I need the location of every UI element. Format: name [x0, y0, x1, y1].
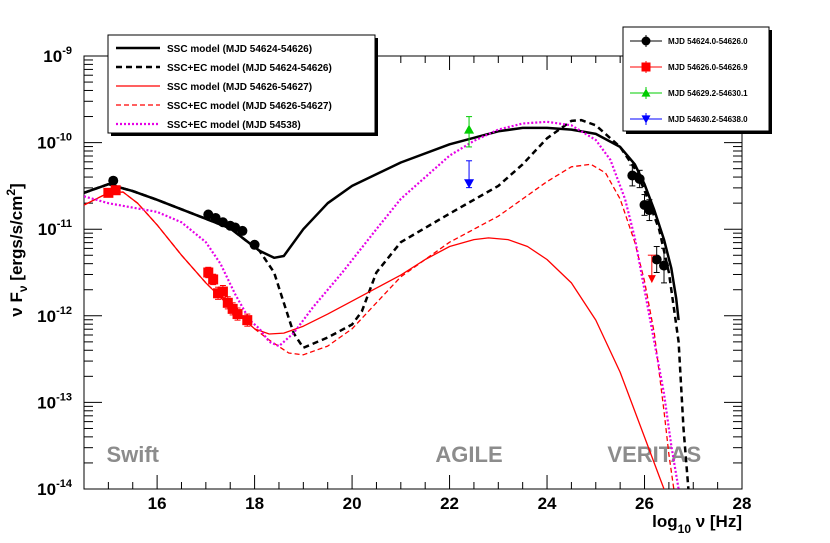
y-tick-label: 10-11: [38, 218, 72, 239]
upper-limit-arrow: [647, 275, 656, 284]
legend-models: SSC model (MJD 54624-54626) SSC+EC model …: [107, 34, 378, 136]
data-point: [641, 36, 651, 46]
legend-data-label: MJD 54624.0-54626.0: [668, 37, 748, 46]
x-tick-label: 18: [245, 494, 264, 513]
data-point: [634, 173, 645, 184]
x-axis-title-suffix: ν [Hz]: [691, 512, 742, 531]
instrument-label: AGILE: [435, 442, 502, 467]
y-axis-title-sub: ν: [16, 285, 30, 292]
y-tick-power: -14: [56, 478, 73, 490]
data-point: [103, 187, 114, 198]
y-tick-base: 10: [37, 480, 56, 499]
model-curve: [84, 120, 680, 489]
data-point: [227, 303, 238, 314]
x-tick-label: 24: [538, 494, 557, 513]
legend-model-label: SSC model (MJD 54626-54627): [167, 82, 312, 93]
y-tick-base: 10: [37, 307, 56, 326]
y-axis-title-end: ]: [7, 183, 26, 189]
y-tick-power: -13: [56, 391, 72, 403]
plot-frame: [83, 55, 743, 490]
data-point: [232, 309, 243, 320]
data-point: [644, 205, 655, 216]
legend-models-box: [107, 34, 376, 134]
data-point: [659, 260, 670, 271]
data-point: [217, 286, 228, 297]
data-point: [641, 115, 651, 124]
legend-model-label: SSC+EC model (MJD 54538): [167, 120, 301, 131]
data-point: [108, 175, 119, 186]
data-point: [210, 212, 221, 223]
x-tick-label: 16: [148, 494, 167, 513]
y-axis-title-prefix: ν F: [7, 292, 26, 317]
data-point: [203, 267, 214, 278]
data-point: [242, 315, 253, 326]
data-point: [641, 88, 651, 97]
y-tick-power: -11: [57, 218, 72, 230]
data-point: [208, 274, 219, 285]
y-tick-label: 10-9: [43, 45, 72, 66]
legend-data-label: MJD 54626.0-54626.9: [668, 63, 748, 72]
y-tick-label: 10-12: [37, 305, 72, 326]
legend-model-label: SSC model (MJD 54624-54626): [167, 44, 312, 55]
model-curve: [84, 118, 690, 489]
y-tick-base: 10: [37, 393, 56, 412]
x-tick-label: 26: [635, 494, 654, 513]
x-axis-title: log10 ν [Hz]: [652, 512, 742, 536]
data-point: [237, 225, 248, 236]
y-tick-label: 10-13: [37, 391, 72, 412]
y-axis-title-sup: 2: [4, 189, 18, 196]
y-tick-base: 10: [38, 220, 57, 239]
x-tick-label: 22: [440, 494, 459, 513]
legend-data-label: MJD 54629.2-54630.1: [668, 89, 748, 98]
instrument-label: Swift: [106, 442, 159, 467]
observation-points: [103, 116, 670, 327]
data-point: [464, 179, 475, 189]
x-tick-label: 20: [343, 494, 362, 513]
y-tick-base: 10: [37, 134, 56, 153]
data-point: [464, 124, 475, 134]
y-axis-title: ν Fν [ergs/s/cm2]: [4, 183, 30, 316]
data-point: [651, 254, 662, 265]
legend-model-label: SSC+EC model (MJD 54626-54627): [167, 101, 332, 112]
legend-data-label: MJD 54630.2-54638.0: [668, 115, 748, 124]
data-point: [641, 62, 651, 72]
y-tick-label: 10-14: [37, 478, 73, 499]
y-tick-power: -12: [56, 305, 72, 317]
model-curve: [84, 163, 675, 489]
y-tick-base: 10: [43, 47, 62, 66]
y-tick-power: -9: [62, 45, 72, 57]
y-tick-power: -10: [56, 132, 72, 144]
y-axis-title-mid: [ergs/s/cm: [7, 196, 26, 286]
x-axis-title-prefix: log: [652, 512, 678, 531]
model-curves: [84, 118, 690, 489]
instrument-labels: Swift AGILE VERITAS: [106, 442, 701, 467]
data-point: [249, 239, 260, 250]
y-tick-label: 10-10: [37, 132, 72, 153]
x-axis-title-sub: 10: [678, 522, 692, 536]
legend-data: MJD 54624.0-54626.0 MJD 54626.0-54626.9 MJ…: [622, 26, 772, 134]
legend-model-label: SSC+EC model (MJD 54624-54626): [167, 63, 332, 74]
data-point: [110, 185, 121, 196]
x-tick-label: 28: [733, 494, 752, 513]
model-curve: [84, 191, 665, 489]
data-point: [222, 297, 233, 308]
